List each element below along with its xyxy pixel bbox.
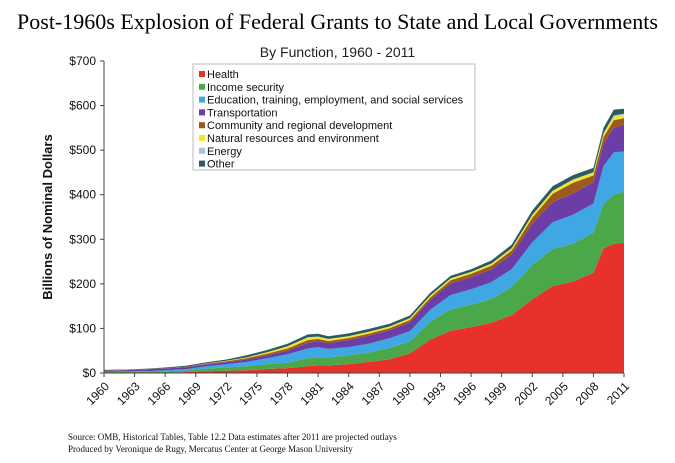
legend-label-education-training-employment-and-social-services: Education, training, employment, and soc… — [207, 95, 464, 107]
legend-swatch-energy — [199, 147, 205, 154]
x-tick-label: 1996 — [450, 379, 479, 408]
legend-label-income-security: Income security — [207, 82, 285, 94]
x-tick-label: 1999 — [481, 379, 510, 408]
legend-label-energy: Energy — [207, 146, 242, 158]
credit-note: Produced by Veronique de Rugy, Mercatus … — [68, 444, 353, 454]
x-tick-label: 2011 — [604, 379, 632, 407]
x-tick-label: 1987 — [359, 379, 388, 408]
legend-swatch-health — [199, 71, 205, 77]
y-tick-label: $400 — [69, 188, 96, 202]
area-education-training-employment-and-social-services — [104, 151, 624, 372]
y-axis-label: Billions of Nominal Dollars — [40, 134, 55, 299]
x-tick-label: 2005 — [542, 379, 571, 408]
x-tick-label: 1981 — [297, 379, 326, 408]
legend-swatch-income-security — [199, 83, 205, 90]
x-tick-label: 1978 — [267, 379, 296, 408]
legend-swatch-natural-resources-and-environment — [199, 135, 205, 141]
x-tick-label: 2008 — [573, 379, 602, 408]
area-income-security — [104, 191, 624, 373]
y-tick-label: $300 — [69, 232, 96, 246]
legend-swatch-education-training-employment-and-social-services — [199, 96, 205, 103]
legend-swatch-transportation — [199, 109, 205, 116]
y-tick-label: $500 — [69, 143, 96, 157]
x-tick-label: 2002 — [512, 379, 541, 408]
area-transportation — [104, 124, 624, 372]
legend-label-other: Other — [207, 159, 235, 171]
legend-swatch-community-and-regional-development — [199, 122, 205, 129]
legend-box — [192, 63, 476, 171]
x-tick-label: 1972 — [206, 379, 235, 408]
legend-label-community-and-regional-development: Community and regional development — [207, 120, 392, 132]
x-tick-label: 1969 — [175, 379, 204, 408]
legend-label-transportation: Transportation — [207, 107, 278, 119]
x-tick-label: 1963 — [114, 379, 143, 408]
page-title: Post-1960s Explosion of Federal Grants t… — [17, 9, 658, 34]
legend-label-natural-resources-and-environment: Natural resources and environment — [207, 133, 379, 145]
x-tick-label: 1966 — [145, 379, 174, 408]
x-tick-label: 1960 — [83, 379, 112, 408]
x-tick-label: 1975 — [236, 379, 265, 408]
y-tick-label: $700 — [69, 54, 96, 68]
x-tick-label: 1984 — [328, 379, 357, 408]
legend-swatch-other — [199, 160, 205, 167]
y-tick-label: $0 — [83, 366, 97, 380]
y-tick-label: $200 — [69, 277, 96, 291]
y-tick-label: $600 — [69, 99, 96, 113]
legend-label-health: Health — [207, 69, 239, 81]
area-health — [104, 242, 624, 373]
source-note: Source: OMB, Historical Tables, Table 12… — [68, 432, 397, 442]
y-tick-label: $100 — [69, 321, 96, 335]
x-tick-label: 1993 — [420, 379, 449, 408]
chart-subtitle: By Function, 1960 - 2011 — [259, 44, 416, 60]
x-tick-label: 1990 — [389, 379, 418, 408]
